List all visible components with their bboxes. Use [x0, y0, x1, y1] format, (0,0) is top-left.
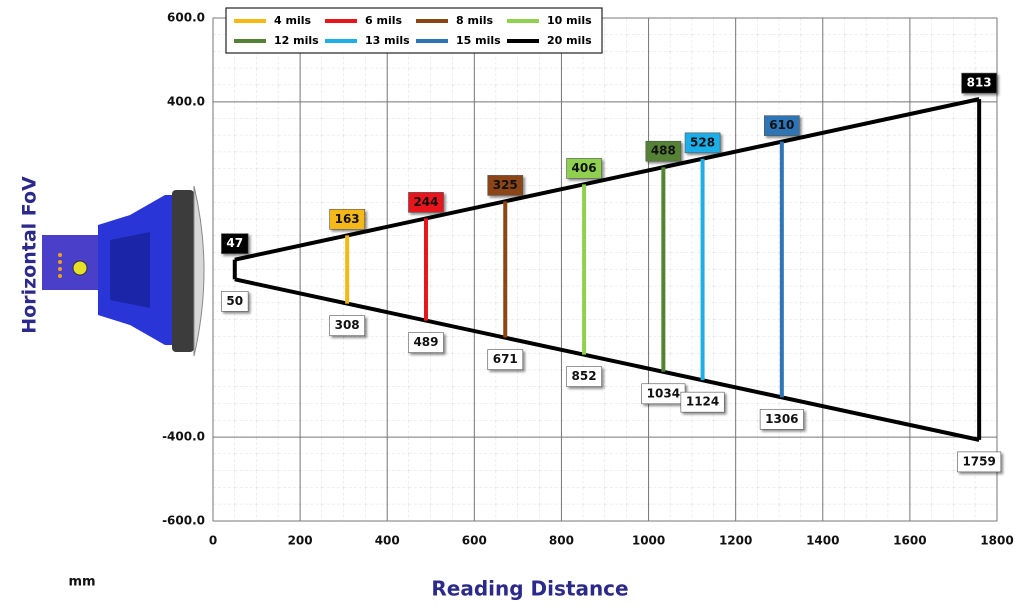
width-label-box: [645, 140, 682, 162]
width-label: 488: [645, 140, 682, 162]
distance-label: 852: [566, 366, 602, 387]
distance-label-box: [759, 409, 804, 430]
legend-label: 15 mils: [456, 34, 501, 47]
width-label-text: 244: [413, 195, 438, 209]
width-label-box: [961, 72, 997, 94]
distance-label-text: 671: [493, 352, 518, 366]
distance-label-box: [680, 391, 725, 413]
width-label-text: 406: [572, 161, 597, 175]
legend-label: 6 mils: [365, 14, 402, 27]
x-tick-label: 1400: [806, 534, 839, 548]
plot-area: [212, 17, 998, 522]
width-label-text: 610: [769, 118, 794, 132]
distance-label-box: [957, 451, 1002, 473]
x-tick-label: 400: [375, 534, 400, 548]
width-label: 47: [221, 233, 249, 254]
width-label: 244: [408, 192, 444, 213]
width-label-box: [221, 233, 249, 254]
distance-label-text: 1034: [647, 386, 680, 400]
width-label: 406: [566, 158, 602, 179]
width-label-text: 813: [967, 76, 992, 90]
x-tick-label: 1600: [893, 534, 926, 548]
width-label-box: [487, 175, 524, 196]
distance-label: 308: [329, 315, 365, 336]
distance-label-box: [408, 332, 444, 353]
x-tick-label: 200: [288, 534, 313, 548]
distance-label-text: 489: [413, 335, 438, 349]
distance-label-text: 852: [572, 369, 597, 383]
x-tick-label: 0: [209, 534, 217, 548]
width-label: 325: [487, 175, 524, 196]
width-label-text: 163: [335, 212, 360, 226]
y-tick-label: -600.0: [162, 514, 205, 528]
width-label-text: 488: [651, 144, 676, 158]
width-label-text: 47: [226, 236, 243, 250]
distance-label-text: 308: [335, 318, 360, 332]
distance-label-box: [221, 291, 249, 312]
legend: 4 mils 6 mils 8 mils 10 mils 12 mils 13 mils 1…: [225, 7, 603, 54]
width-label-box: [684, 132, 721, 154]
distance-label-box: [566, 366, 602, 387]
width-label-box: [566, 158, 602, 179]
y-tick-label: -400.0: [162, 430, 205, 444]
width-label: 163: [329, 209, 365, 230]
x-tick-label: 1800: [980, 534, 1013, 548]
x-tick-label: 1200: [719, 534, 752, 548]
width-label-text: 325: [493, 178, 518, 192]
x-axis-label: Reading Distance: [431, 577, 628, 601]
distance-label-text: 50: [226, 294, 243, 308]
width-label: 528: [684, 132, 721, 154]
legend-label: 8 mils: [456, 14, 493, 27]
distance-label: 671: [487, 349, 524, 370]
width-label: 610: [764, 115, 800, 136]
width-label-text: 528: [690, 135, 715, 149]
scanner-device: [42, 185, 205, 357]
distance-label: 1306: [759, 409, 804, 430]
y-tick-label: 600.0: [167, 11, 205, 25]
distance-label-text: 1759: [962, 454, 995, 468]
distance-label: 489: [408, 332, 444, 353]
distance-label-text: 1124: [686, 395, 719, 409]
legend-label: 12 mils: [274, 34, 319, 47]
x-tick-label: 800: [549, 534, 574, 548]
width-label-box: [764, 115, 800, 136]
legend-label: 20 mils: [547, 34, 592, 47]
distance-label: 1034: [641, 383, 686, 405]
unit-label: mm: [68, 575, 95, 590]
field-upper-edge: [234, 97, 980, 262]
legend-label: 10 mils: [547, 14, 592, 27]
y-axis-label: Horizontal FoV: [19, 176, 41, 334]
x-tick-label: 1000: [632, 534, 665, 548]
distance-label-text: 1306: [765, 412, 798, 426]
distance-label: 1124: [680, 391, 725, 413]
distance-label-box: [487, 349, 524, 370]
y-tick-label: 400.0: [167, 94, 205, 108]
distance-label: 1759: [957, 451, 1002, 473]
legend-label: 4 mils: [274, 14, 311, 27]
legend-label: 13 mils: [365, 34, 410, 47]
distance-label: 50: [221, 291, 249, 312]
width-label-box: [329, 209, 365, 230]
width-label-box: [408, 192, 444, 213]
width-label: 813: [961, 72, 997, 94]
field-lower-edge: [234, 277, 980, 442]
distance-label-box: [329, 315, 365, 336]
x-tick-label: 600: [462, 534, 487, 548]
